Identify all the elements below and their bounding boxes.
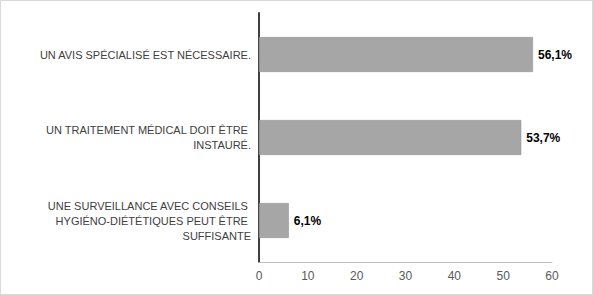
svg-text:20: 20 xyxy=(350,269,364,283)
svg-text:0: 0 xyxy=(256,269,263,283)
svg-text:UNE SURVEILLANCE AVEC CONSEILS: UNE SURVEILLANCE AVEC CONSEILS xyxy=(48,200,251,212)
svg-text:30: 30 xyxy=(399,269,413,283)
svg-text:6,1%: 6,1% xyxy=(294,214,322,228)
svg-text:UN TRAITEMENT MÉDICAL DOIT ÊTR: UN TRAITEMENT MÉDICAL DOIT ÊTRE xyxy=(46,124,251,136)
svg-text:50: 50 xyxy=(496,269,510,283)
svg-text:INSTAURÉ.: INSTAURÉ. xyxy=(193,139,251,151)
svg-text:HYGIÉNO-DIÉTÉTIQUES PEUT ÊTRE: HYGIÉNO-DIÉTÉTIQUES PEUT ÊTRE xyxy=(56,215,251,227)
svg-text:10: 10 xyxy=(301,269,315,283)
svg-text:56,1%: 56,1% xyxy=(538,48,572,62)
svg-text:60: 60 xyxy=(545,269,559,283)
svg-text:SUFFISANTE: SUFFISANTE xyxy=(183,230,251,242)
svg-text:UN AVIS SPÉCIALISÉ EST NÉCESSA: UN AVIS SPÉCIALISÉ EST NÉCESSAIRE. xyxy=(40,49,251,61)
svg-text:53,7%: 53,7% xyxy=(526,131,560,145)
svg-text:40: 40 xyxy=(448,269,462,283)
